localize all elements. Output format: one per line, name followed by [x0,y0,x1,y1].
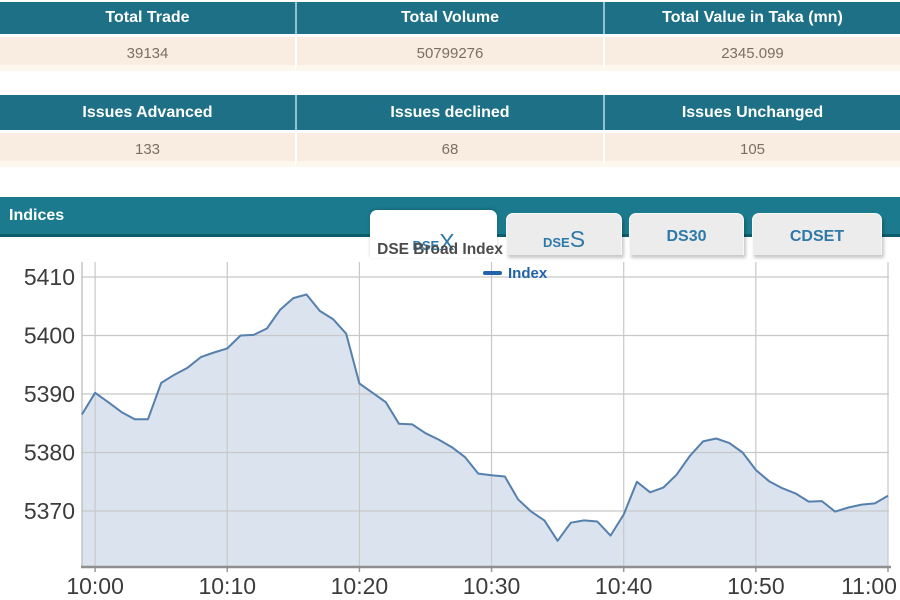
tab-ds30-label: DS30 [666,228,707,245]
header-total-value: Total Value in Taka (mn) [603,2,900,34]
value-issues-advanced: 133 [0,133,295,167]
tab-dses[interactable]: DSE S [506,213,622,255]
value-total-volume: 50799276 [295,37,603,71]
header-issues-declined: Issues declined [295,95,603,130]
x-tick-label: 10:30 [463,573,521,599]
y-tick-label: 5400 [24,323,75,349]
chart-legend: Index [483,264,547,282]
summary-table-issues: Issues Advanced Issues declined Issues U… [0,95,900,167]
tab-dsex-label-large: X [439,229,455,255]
tab-dses-label-large: S [569,226,586,252]
x-tick-label: 10:20 [331,573,389,599]
tab-dsex[interactable]: DSE X [370,210,497,258]
tab-cdset-label: CDSET [789,228,845,245]
value-total-value: 2345.099 [603,37,900,71]
x-tick-label: 10:40 [595,573,653,599]
y-tick-label: 5370 [24,498,75,524]
index-series-line [81,293,889,542]
x-tick-label: 10:50 [727,573,785,599]
index-chart-panel: DSE Broad Index Index 5410 5400 5390 5380 53… [0,241,900,600]
y-tick-label: 5390 [24,381,75,407]
indices-section-title: Indices [9,207,65,224]
chart-title: DSE Broad Index [377,241,503,258]
x-tick-label: 11:00 [841,573,897,599]
table-value-row: 39134 50799276 2345.099 [0,37,900,71]
y-tick-label: 5410 [24,264,75,290]
summary-table-trade: Total Trade Total Volume Total Value in … [0,2,900,71]
x-tick-label: 10:10 [198,573,256,599]
tab-dses-label-small: DSE [542,235,570,250]
index-area-chart: 5410 5400 5390 5380 5370 10:00 10:10 10:20 10:30… [24,262,897,599]
value-issues-unchanged: 105 [603,133,900,167]
header-total-volume: Total Volume [295,2,603,34]
legend-label: Index [508,264,548,282]
tab-ds30[interactable]: DS30 [629,213,744,255]
legend-line-swatch [483,271,502,275]
tab-dsex-label-small: DSE [412,238,440,253]
value-total-trade: 39134 [0,37,295,71]
table-header-row: Total Trade Total Volume Total Value in … [0,2,900,34]
header-total-trade: Total Trade [0,2,295,34]
value-issues-declined: 68 [295,133,603,167]
table-header-row: Issues Advanced Issues declined Issues U… [0,95,900,130]
header-issues-unchanged: Issues Unchanged [603,95,900,130]
table-value-row: 133 68 105 [0,133,900,167]
x-tick-label: 10:00 [66,573,124,599]
tab-cdset[interactable]: CDSET [752,213,882,255]
y-tick-label: 5380 [24,440,75,466]
header-issues-advanced: Issues Advanced [0,95,295,130]
